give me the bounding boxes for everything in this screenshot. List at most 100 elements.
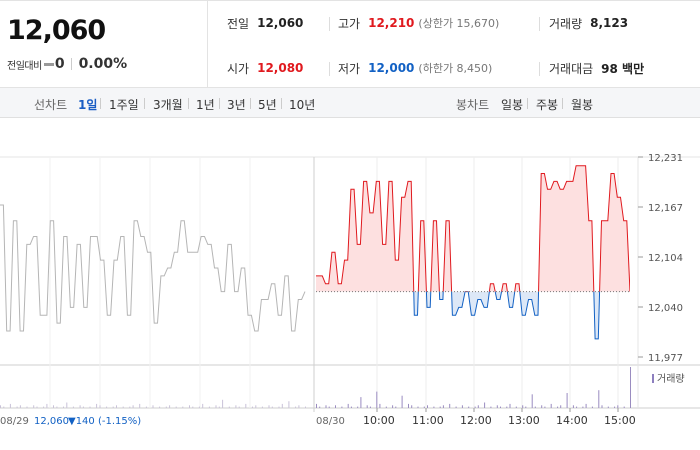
volume-bar: [433, 406, 435, 408]
volume-bar: [617, 405, 619, 408]
tab-daily-candle[interactable]: 일봉: [501, 98, 524, 112]
y-tick-label: 12,040: [648, 303, 683, 314]
volume-bar: [281, 403, 283, 408]
volume-cell: 거래량 8,123: [549, 13, 628, 33]
y-axis-ticks: 12,231 12,167 12,104 12,040 11,977: [638, 153, 683, 364]
volume-bar: [36, 406, 38, 408]
volume-bar: [43, 406, 45, 408]
amount-label: 거래대금: [549, 61, 594, 76]
flat-change-icon: [43, 62, 54, 66]
volume-bar: [560, 405, 562, 408]
volume-bar: [198, 406, 200, 408]
volume-bar: [328, 406, 330, 408]
volume-bar: [442, 405, 444, 408]
change-percent: 0.00%: [78, 56, 128, 72]
volume-bar: [525, 406, 527, 408]
price-chart-svg: 12,231 12,167 12,104 12,040 11,977 거래량 08/29…: [0, 153, 700, 427]
volume-bar: [522, 405, 524, 408]
volume-bar: [19, 405, 21, 408]
prev-day-line: [0, 204, 306, 332]
x-tick-label: 13:00: [508, 414, 540, 427]
line-chart-label: 선차트: [34, 98, 68, 112]
low-label: 저가: [338, 61, 361, 76]
volume-bar: [366, 405, 368, 408]
volume-bar: [335, 405, 336, 408]
divider: [527, 98, 528, 109]
volume-bar: [159, 406, 161, 408]
volume-bar: [46, 403, 48, 408]
volume-bar: [477, 405, 479, 408]
volume-bar: [288, 401, 290, 408]
volume-bar: [341, 406, 343, 408]
volume-bar: [261, 406, 263, 408]
volume-bar: [591, 406, 593, 408]
volume-bar: [515, 406, 517, 408]
volume-bar: [26, 406, 28, 408]
price-info-grid: 전일 12,060 고가 12,210 (상한가 15,670) 거래량 8,1…: [208, 1, 700, 88]
volume-bar: [401, 395, 403, 408]
divider: [281, 98, 282, 109]
volume-bar: [614, 406, 616, 408]
volume-bar: [255, 405, 257, 408]
volume-bar: [506, 406, 508, 408]
tab-3month[interactable]: 3개월: [153, 98, 183, 112]
volume-bar: [235, 405, 237, 408]
volume-bar: [623, 406, 625, 408]
volume-bar: [369, 406, 371, 408]
volume-bar: [566, 393, 568, 408]
divider: [329, 17, 330, 31]
volume-bar: [601, 405, 603, 408]
x-tick-label: 14:00: [556, 414, 588, 427]
volume-bar: [350, 406, 352, 408]
volume-bar: [79, 405, 81, 408]
divider: [562, 98, 563, 109]
divider: [250, 98, 251, 109]
tab-1week[interactable]: 1주일: [109, 98, 139, 112]
tab-monthly-candle[interactable]: 월봉: [571, 98, 594, 112]
tab-1year[interactable]: 1년: [196, 98, 215, 112]
amount-value: 98 백만: [601, 61, 645, 76]
open-label: 시가: [227, 61, 250, 76]
volume-bar: [96, 403, 98, 408]
volume-bar: [411, 405, 413, 408]
tab-5year[interactable]: 5년: [258, 98, 277, 112]
prev-price-label: 12,060: [34, 416, 69, 427]
tab-weekly-candle[interactable]: 주봉: [536, 98, 559, 112]
volume-bar: [16, 406, 18, 408]
divider: [539, 17, 540, 31]
volume-bar: [63, 406, 64, 408]
x-tick-label: 15:00: [604, 414, 636, 427]
volume-bar: [129, 406, 131, 408]
prev-close-value: 12,060: [257, 16, 304, 30]
volume-bar: [509, 403, 511, 408]
volume-bar: [572, 405, 574, 408]
volume-bar: [271, 406, 273, 408]
y-tick-label: 12,167: [648, 203, 683, 214]
divider: [100, 98, 101, 109]
volume-bar: [305, 406, 306, 408]
volume-bar: [319, 406, 321, 408]
open-cell: 시가 12,080: [227, 58, 303, 78]
x-tick-label: 10:00: [363, 414, 395, 427]
tab-10year[interactable]: 10년: [289, 98, 316, 112]
volume-bar: [175, 406, 177, 408]
divider: [188, 98, 189, 109]
volume-bar: [423, 406, 425, 408]
divider: [329, 62, 330, 76]
volume-bar: [500, 406, 501, 408]
today-date-label: 08/30: [316, 416, 345, 427]
tab-1day[interactable]: 1일: [78, 98, 98, 112]
volume-bar: [208, 406, 210, 408]
volume-bar: [99, 405, 101, 408]
volume-bar: [132, 405, 134, 408]
high-value: 12,210: [368, 16, 415, 30]
volume-bar: [66, 402, 68, 408]
tab-3year[interactable]: 3년: [227, 98, 246, 112]
volume-bar: [53, 405, 54, 408]
change-value: 0: [54, 56, 65, 72]
volume-bar: [541, 405, 543, 408]
low-value: 12,000: [368, 61, 415, 75]
volume-bar: [112, 406, 114, 408]
up-area-fill: [316, 165, 630, 292]
volume-bar: [449, 403, 451, 408]
